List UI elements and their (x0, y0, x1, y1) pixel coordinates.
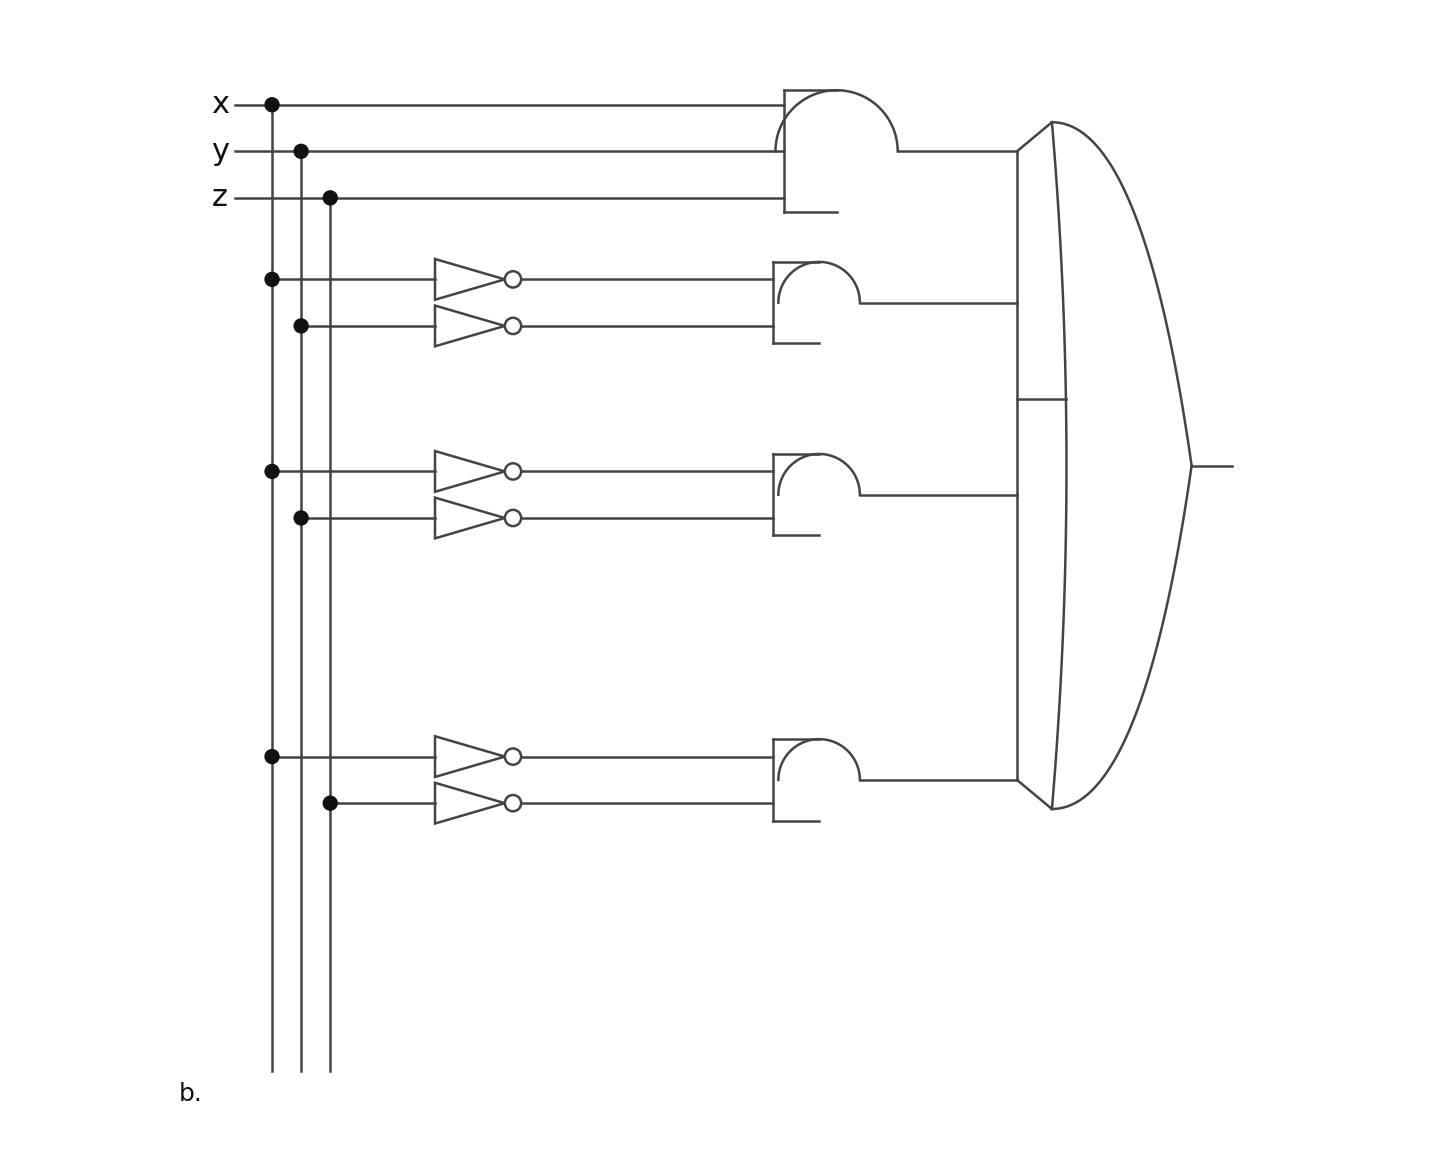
Text: x: x (211, 91, 228, 119)
Circle shape (266, 750, 279, 764)
Text: y: y (211, 137, 228, 165)
Circle shape (324, 191, 337, 205)
Circle shape (295, 144, 308, 158)
Circle shape (324, 796, 337, 810)
Circle shape (295, 319, 308, 333)
Circle shape (266, 464, 279, 478)
Circle shape (266, 98, 279, 112)
Circle shape (295, 511, 308, 525)
Text: z: z (212, 184, 228, 212)
Text: b.: b. (179, 1081, 203, 1106)
Circle shape (266, 272, 279, 286)
